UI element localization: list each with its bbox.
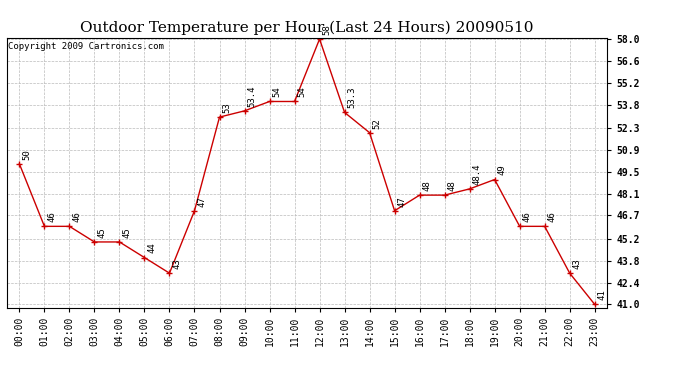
Title: Outdoor Temperature per Hour (Last 24 Hours) 20090510: Outdoor Temperature per Hour (Last 24 Ho… [80, 21, 534, 35]
Text: 54: 54 [297, 87, 306, 98]
Text: 52: 52 [373, 118, 382, 129]
Text: 58: 58 [322, 24, 331, 35]
Text: 46: 46 [522, 211, 531, 222]
Text: Copyright 2009 Cartronics.com: Copyright 2009 Cartronics.com [8, 42, 164, 51]
Text: 49: 49 [497, 165, 506, 176]
Text: 53.4: 53.4 [247, 85, 256, 106]
Text: 48: 48 [447, 180, 456, 191]
Text: 53: 53 [222, 102, 231, 113]
Text: 53.3: 53.3 [347, 87, 356, 108]
Text: 45: 45 [97, 227, 106, 238]
Text: 48.4: 48.4 [473, 163, 482, 185]
Text: 50: 50 [22, 149, 31, 160]
Text: 41: 41 [598, 290, 607, 300]
Text: 44: 44 [147, 243, 156, 254]
Text: 46: 46 [47, 211, 56, 222]
Text: 47: 47 [197, 196, 206, 207]
Text: 47: 47 [397, 196, 406, 207]
Text: 43: 43 [573, 258, 582, 269]
Text: 46: 46 [72, 211, 81, 222]
Text: 45: 45 [122, 227, 131, 238]
Text: 54: 54 [273, 87, 282, 98]
Text: 48: 48 [422, 180, 431, 191]
Text: 43: 43 [172, 258, 181, 269]
Text: 46: 46 [547, 211, 556, 222]
